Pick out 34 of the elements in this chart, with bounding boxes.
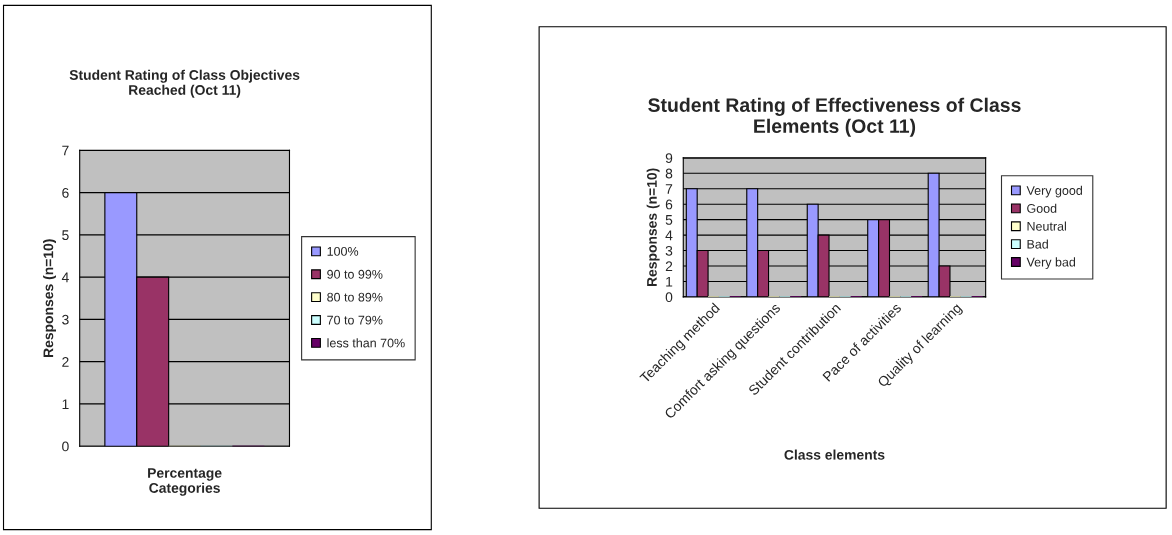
legend-label: Very good [1026,185,1082,198]
y-tick-label: 3 [62,314,69,325]
legend-label: Bad [1027,239,1048,249]
y-tick-label: 9 [665,153,673,163]
y-tick-label: 1 [62,399,69,409]
y-tick-label: 5 [665,215,673,225]
y-tick-label: 6 [62,187,69,198]
y-axis-title: Responses (n=10) [646,168,660,287]
y-tick-label: 7 [62,145,69,156]
y-tick-label: 6 [665,199,673,210]
y-tick-label: 7 [665,184,673,194]
y-tick-label: 3 [665,245,673,256]
legend-label: 70 to 79% [327,315,383,325]
y-tick-label: 5 [62,230,69,241]
y-tick-label: 2 [62,356,69,367]
legend-label: Very bad [1026,257,1076,270]
x-axis-title: Class elements [784,449,885,460]
chart-title: Student Rating of Class Objectives Reached (Oct 11) [69,69,300,98]
legend-label: Neutral [1027,221,1066,231]
legend-label: 100% [327,246,359,256]
y-tick-label: 4 [61,272,69,283]
x-axis-title: Percentage Categories [148,468,222,496]
legend-label: 80 to 89% [327,292,383,302]
y-tick-label: 0 [62,441,69,452]
legend-label: Good [1027,203,1057,213]
legend-label: 90 to 99% [327,269,383,279]
legend-label: less than 70% [327,338,405,348]
y-tick-label: 2 [665,261,673,272]
y-tick-label: 8 [665,168,673,179]
y-axis-title: Responses (n=10) [43,239,56,357]
y-tick-label: 1 [666,276,673,287]
chart-title: Student Rating of Effectiveness of Class Elements (Oct 11) [648,97,1021,137]
y-tick-label: 4 [665,230,673,241]
y-tick-label: 0 [665,292,673,303]
